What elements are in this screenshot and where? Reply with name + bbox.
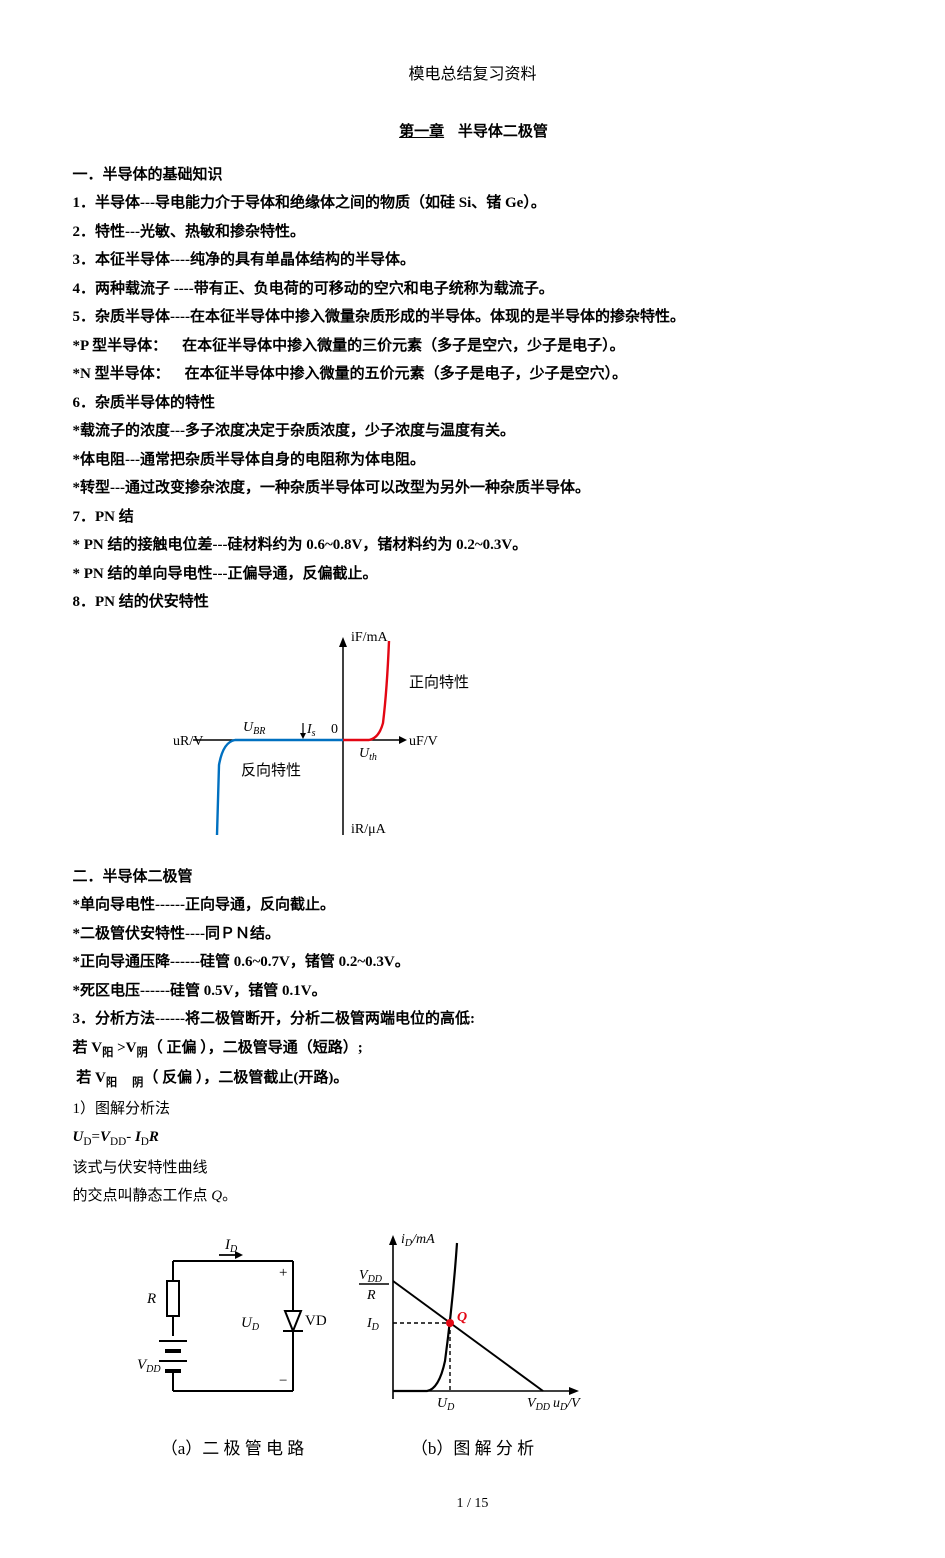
section1-line: 5．杂质半导体----在本征半导体中掺入微量杂质形成的半导体。体现的是半导体的掺… xyxy=(73,303,873,332)
vddr-den: R xyxy=(366,1288,376,1303)
plus-label: + xyxy=(279,1265,287,1281)
pn-iv-curve-figure: iF/mA iR/μA uF/V uR/V UBR Is 0 Uth 正向特性 … xyxy=(173,625,493,855)
item6-line: *载流子的浓度---多子浓度决定于杂质浓度，少子浓度与温度有关。 xyxy=(73,417,873,446)
desc2: 的交点叫静态工作点 Q。 xyxy=(73,1182,873,1211)
doc-title: 模电总结复习资料 xyxy=(73,60,873,90)
section1-line: 1．半导体---导电能力介于导体和绝缘体之间的物质（如硅 Si、锗 Ge）。 xyxy=(73,189,873,218)
id-label: ID xyxy=(224,1237,238,1255)
section2-item3c: 若 V阳 阴（ 反偏 ），二极管截止(开路)。 xyxy=(73,1064,873,1094)
item8-head: 8．PN 结的伏安特性 xyxy=(73,588,873,617)
section2-heading: 二．半导体二极管 xyxy=(73,863,873,892)
fig2b: iD/mA uD/V VDD R ID Q UD VDD （b）图 解 分 析 xyxy=(353,1221,593,1466)
section1-line: 2．特性---光敏、热敏和掺杂特性。 xyxy=(73,218,873,247)
rev-text: 反向特性 xyxy=(241,762,301,779)
chapter-heading: 第一章 半导体二极管 xyxy=(73,118,873,147)
item6-head: 6．杂质半导体的特性 xyxy=(73,389,873,418)
if-label: iF/mA xyxy=(351,630,388,645)
is-label: Is xyxy=(306,722,316,739)
uf-label: uF/V xyxy=(409,734,438,749)
desc1: 该式与伏安特性曲线 xyxy=(73,1154,873,1183)
item6-line: *体电阻---通常把杂质半导体自身的电阻称为体电阻。 xyxy=(73,446,873,475)
page-number: 1 / 15 xyxy=(73,1491,873,1518)
section1-heading: 一．半导体的基础知识 xyxy=(73,161,873,190)
item7-line: * PN 结的单向导电性---正偏导通，反偏截止。 xyxy=(73,560,873,589)
fwd-text: 正向特性 xyxy=(409,674,469,691)
section2-item3a: 3．分析方法------将二极管断开，分析二极管两端电位的高低: xyxy=(73,1005,873,1034)
page: 模电总结复习资料 第一章 半导体二极管 一．半导体的基础知识 1．半导体---导… xyxy=(73,0,873,1558)
formula: UD=VDD- IDR xyxy=(73,1123,873,1153)
chapter-number: 第一章 xyxy=(397,124,446,140)
fig2a-caption: （a）二 极 管 电 路 xyxy=(133,1433,333,1465)
q-label: Q xyxy=(457,1310,467,1325)
ud-tick: UD xyxy=(437,1396,455,1413)
id-tick: ID xyxy=(366,1316,380,1333)
id-axis-label: iD/mA xyxy=(401,1232,435,1249)
section1-line: 4．两种载流子 ----带有正、负电荷的可移动的空穴和电子统称为载流子。 xyxy=(73,275,873,304)
fig2b-caption: （b）图 解 分 析 xyxy=(353,1433,593,1465)
ud-label: UD xyxy=(241,1315,260,1333)
diode-circuit-figure: ID R VDD UD VD + − （a）二 极 管 电 路 xyxy=(133,1221,873,1466)
item7-line: * PN 结的接触电位差---硅材料约为 0.6~0.8V，锗材料约为 0.2~… xyxy=(73,531,873,560)
p-type-line: *P 型半导体： 在本征半导体中掺入微量的三价元素（多子是空穴，少子是电子）。 xyxy=(73,332,873,361)
vddr-num: VDD xyxy=(359,1268,383,1285)
section2-bullet: *二极管伏安特性----同ＰＮ结。 xyxy=(73,920,873,949)
section2-bullet: *死区电压------硅管 0.5V，锗管 0.1V。 xyxy=(73,977,873,1006)
minus-label: − xyxy=(279,1373,287,1389)
ubr-label: UBR xyxy=(243,720,265,737)
vdd-tick: VDD xyxy=(527,1396,551,1413)
chapter-title: 半导体二极管 xyxy=(458,124,548,140)
item6-line: *转型---通过改变掺杂浓度，一种杂质半导体可以改型为另外一种杂质半导体。 xyxy=(73,474,873,503)
section1-line: 3．本征半导体----纯净的具有单晶体结构的半导体。 xyxy=(73,246,873,275)
n-type-line: *N 型半导体： 在本征半导体中掺入微量的五价元素（多子是电子，少子是空穴）。 xyxy=(73,360,873,389)
section2-bullet: *正向导通压降------硅管 0.6~0.7V，锗管 0.2~0.3V。 xyxy=(73,948,873,977)
origin-label: 0 xyxy=(331,722,338,737)
vdd-label: VDD xyxy=(137,1357,161,1375)
method1: 1）图解分析法 xyxy=(73,1095,873,1124)
ur-label: uR/V xyxy=(173,734,203,749)
section2-item3b: 若 V阳 >V阴（ 正偏 ），二极管导通（短路）; xyxy=(73,1034,873,1064)
fig2a: ID R VDD UD VD + − （a）二 极 管 电 路 xyxy=(133,1221,333,1466)
ud-axis-label: uD/V xyxy=(553,1396,581,1413)
item7-head: 7．PN 结 xyxy=(73,503,873,532)
vd-label: VD xyxy=(305,1313,327,1329)
ir-label: iR/μA xyxy=(351,822,387,837)
r-label: R xyxy=(146,1291,156,1307)
section-1: 一．半导体的基础知识 1．半导体---导电能力介于导体和绝缘体之间的物质（如硅 … xyxy=(73,161,873,617)
uth-label: Uth xyxy=(359,746,377,763)
section-2: 二．半导体二极管 *单向导电性------正向导通，反向截止。 *二极管伏安特性… xyxy=(73,863,873,1211)
section2-bullet: *单向导电性------正向导通，反向截止。 xyxy=(73,891,873,920)
